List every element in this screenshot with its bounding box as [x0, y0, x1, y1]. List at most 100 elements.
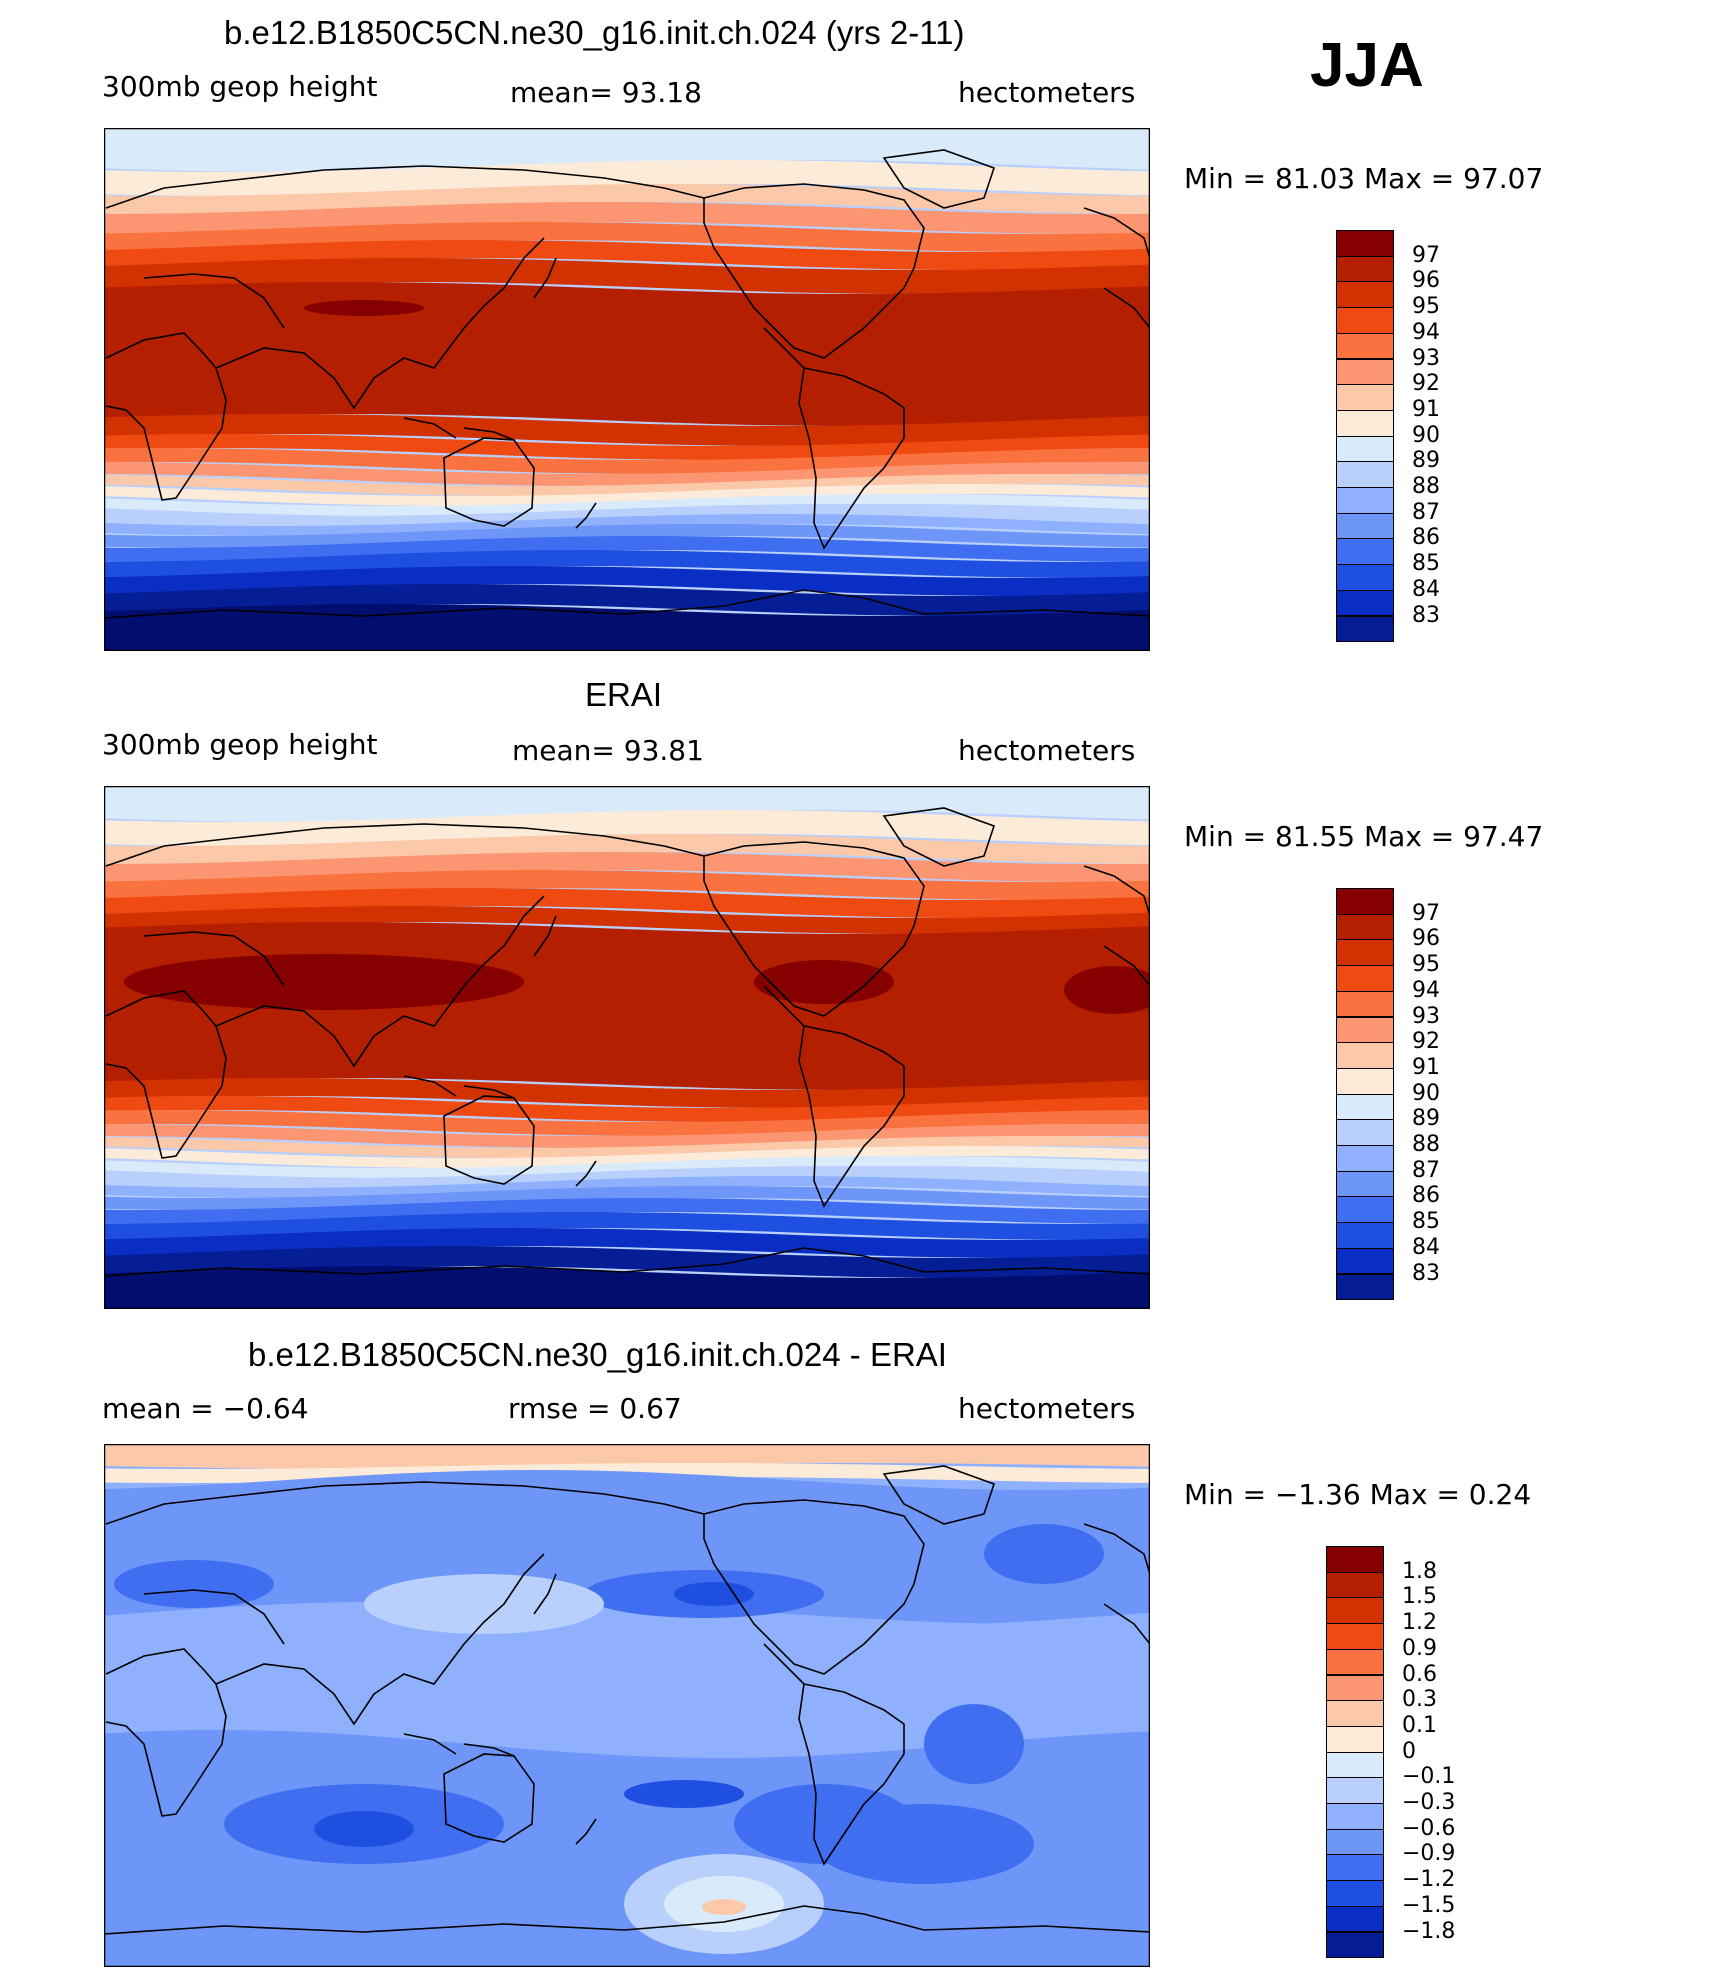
- panel1-map-coastline: [763, 327, 805, 369]
- panel1-map-contour-band: [104, 494, 1150, 516]
- panel2-map-contour-band: [104, 1266, 1150, 1309]
- panel1-map-coastline: [533, 257, 557, 299]
- panel1-map-contour-band: [104, 240, 1150, 270]
- panel2-map-coastline: [463, 1085, 515, 1099]
- panel1-map-coastline: [703, 183, 925, 359]
- colorbar-tick-label: 90: [1412, 1080, 1440, 1106]
- colorbar-swatch: [1336, 409, 1394, 437]
- colorbar-swatch: [1326, 1803, 1384, 1830]
- colorbar-swatch: [1336, 1247, 1394, 1275]
- panel3-map-coastline: [403, 1733, 457, 1755]
- panel1-map-coastline: [143, 273, 285, 329]
- panel1-map: [104, 128, 1150, 651]
- colorbar-swatch: [1326, 1905, 1384, 1933]
- panel2-center-label: mean= 93.81: [512, 734, 704, 767]
- panel1-map-contour-band: [104, 484, 1150, 506]
- colorbar-swatch: [1336, 1119, 1394, 1146]
- panel2-map-coastline: [1083, 865, 1150, 917]
- panel1-map-coastline: [105, 332, 227, 501]
- colorbar-tick-label: −0.9: [1402, 1841, 1456, 1867]
- panel3-map-coastline: [105, 1648, 227, 1817]
- colorbar-tick-label: 91: [1412, 1054, 1440, 1080]
- season-label: JJA: [1310, 31, 1424, 100]
- colorbar-swatch: [1336, 255, 1394, 283]
- colorbar-swatch: [1336, 1222, 1394, 1249]
- panel2-map-contour-band: [104, 906, 1150, 934]
- panel2-map-contour-blob: [124, 954, 524, 1010]
- panel3-map-contour-blob: [364, 1574, 604, 1634]
- colorbar-tick-label: −0.6: [1402, 1815, 1456, 1841]
- colorbar-tick-label: 0: [1402, 1738, 1416, 1764]
- colorbar-tick-label: 95: [1412, 952, 1440, 978]
- panel1-map-coastline: [403, 417, 457, 439]
- colorbar-swatch: [1336, 913, 1394, 941]
- panel2-map-coastline: [105, 823, 705, 867]
- panel3-left-label: mean = −0.64: [102, 1392, 309, 1425]
- panel3-map-coastline: [215, 1553, 545, 1726]
- panel3-map-contour-blob: [702, 1899, 746, 1915]
- colorbar-tick-label: 87: [1412, 1157, 1440, 1183]
- colorbar-swatch: [1326, 1597, 1384, 1625]
- panel1-map-coastline: [1083, 207, 1150, 259]
- panel2-map-contour-band: [104, 810, 1150, 846]
- panel3-map-coastline: [575, 1818, 597, 1845]
- colorbar-swatch: [1336, 615, 1394, 643]
- panel1-map-frame: [104, 128, 1150, 651]
- panel1-map-contour-band: [104, 258, 1150, 294]
- colorbar-tick-label: −0.1: [1402, 1764, 1456, 1790]
- colorbar-tick-label: 84: [1412, 1234, 1440, 1260]
- colorbar-swatch: [1336, 1196, 1394, 1224]
- panel1-map-contour-blob: [304, 300, 424, 316]
- colorbar-tick-label: 83: [1412, 602, 1440, 628]
- panel2-minmax: Min = 81.55 Max = 97.47: [1184, 820, 1544, 853]
- panel2-map-contour-band: [104, 834, 1150, 864]
- colorbar-swatch: [1336, 307, 1394, 334]
- colorbar-swatch: [1336, 461, 1394, 488]
- panel3-map-contour-band: [104, 1470, 1150, 1624]
- panel1-minmax: Min = 81.03 Max = 97.07: [1184, 162, 1544, 195]
- colorbar-tick-label: 1.5: [1402, 1584, 1437, 1610]
- colorbar-swatch: [1336, 1170, 1394, 1198]
- panel2-left-label: 300mb geop height: [102, 728, 378, 761]
- colorbar-tick-label: −1.5: [1402, 1892, 1456, 1918]
- colorbar-swatch: [1326, 1777, 1384, 1804]
- colorbar-tick-label: 87: [1412, 499, 1440, 525]
- colorbar-tick-label: 84: [1412, 576, 1440, 602]
- colorbar-swatch: [1326, 1854, 1384, 1882]
- colorbar-swatch: [1326, 1546, 1384, 1573]
- colorbar-tick-label: 92: [1412, 1029, 1440, 1055]
- panel3-map-contour-blob: [674, 1582, 754, 1606]
- colorbar-tick-label: 92: [1412, 371, 1440, 397]
- colorbar-tick-label: 85: [1412, 1209, 1440, 1235]
- panel2-map-coastline: [105, 990, 227, 1159]
- colorbar-swatch: [1336, 1016, 1394, 1044]
- panel2-map-contour-band: [104, 888, 1150, 918]
- panel3-map-coastline: [763, 1643, 805, 1685]
- colorbar-tick-label: 93: [1412, 345, 1440, 371]
- panel3-map-coastline: [104, 1905, 1150, 1935]
- panel2-map-contour-blob: [1064, 966, 1150, 1014]
- colorbar-tick-label: 0.3: [1402, 1687, 1437, 1713]
- panel2-map-contour-band: [104, 1212, 1150, 1240]
- colorbar-tick-label: 96: [1412, 926, 1440, 952]
- panel2-map-contour-band: [104, 1246, 1150, 1278]
- panel2-map-coastline: [143, 931, 285, 987]
- panel2-map-coastline: [882, 807, 996, 867]
- panel2-map-coastline: [443, 1095, 535, 1185]
- panel1-map-svg: [104, 128, 1150, 651]
- colorbar-swatch: [1326, 1700, 1384, 1727]
- panel1-map-coastline: [798, 367, 905, 550]
- panel2-map-contour-band: [104, 1136, 1150, 1158]
- colorbar-swatch: [1336, 512, 1394, 540]
- panel3-map-coastline: [533, 1573, 557, 1615]
- panel1-map-contour-band: [104, 474, 1150, 496]
- colorbar-swatch: [1326, 1725, 1384, 1753]
- colorbar-tick-label: 90: [1412, 422, 1440, 448]
- panel1-map-contour-band: [104, 584, 1150, 616]
- colorbar-swatch: [1336, 564, 1394, 591]
- colorbar-tick-label: 83: [1412, 1260, 1440, 1286]
- colorbar-swatch: [1336, 358, 1394, 386]
- colorbar-swatch: [1336, 990, 1394, 1018]
- panel2-map-coastline: [575, 1160, 597, 1187]
- colorbar-tick-label: 95: [1412, 294, 1440, 320]
